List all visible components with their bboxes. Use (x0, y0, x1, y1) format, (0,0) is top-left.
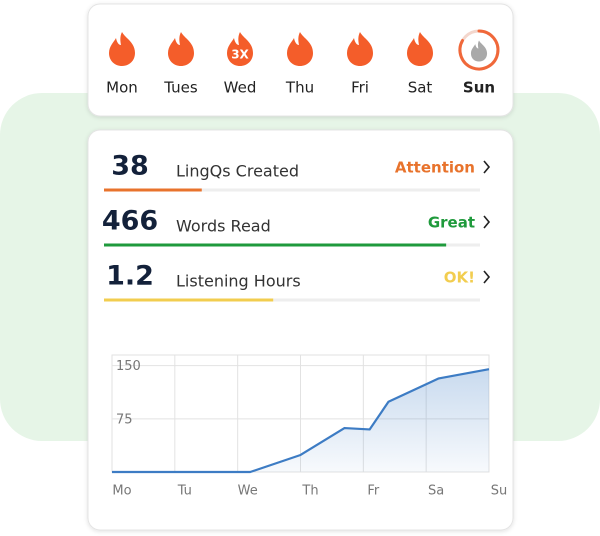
y-tick-label: 150 (116, 359, 141, 374)
x-tick-label: Tu (177, 484, 192, 499)
content: Mon Tues 3X Wed Thu Fri Sat Sun 38 LingQs Created… (102, 29, 508, 499)
x-tick-label: We (238, 484, 258, 499)
day-label: Fri (351, 79, 369, 97)
flame (407, 32, 433, 66)
progress-bar (104, 243, 447, 247)
day-label: Thu (285, 79, 314, 97)
stat-value: 466 (102, 206, 158, 237)
x-tick-label: Th (301, 484, 318, 499)
stat-value: 1.2 (106, 261, 154, 292)
stat-status[interactable]: OK! (444, 269, 475, 287)
flame (347, 32, 373, 66)
chevron (483, 215, 491, 229)
stat-label: Listening Hours (176, 272, 301, 291)
flame-inactive (470, 40, 488, 62)
x-tick-label: Su (491, 484, 508, 499)
streak-badge: 3X (231, 48, 249, 62)
x-tick-label: Fr (367, 484, 380, 499)
progress-track (104, 188, 480, 192)
progress-track (104, 298, 480, 302)
data-line (112, 368, 490, 474)
flame (168, 32, 194, 66)
stat-label: Words Read (176, 217, 271, 236)
stat-status[interactable]: Great (428, 214, 475, 232)
y-tick-label: 75 (116, 412, 133, 427)
chevron (483, 160, 491, 174)
day-label: Sat (408, 79, 433, 97)
day-label: Sun (463, 79, 495, 97)
flame (227, 32, 253, 66)
streak-ring (458, 29, 500, 71)
day-label: Mon (106, 79, 138, 97)
day-label: Tues (163, 79, 198, 97)
flame (109, 32, 135, 66)
stat-status[interactable]: Attention (395, 159, 475, 177)
area-fill (112, 369, 489, 472)
progress-bar (104, 298, 274, 302)
flame (287, 32, 313, 66)
day-label: Wed (224, 79, 257, 97)
x-tick-label: Mo (112, 484, 131, 499)
chevron (483, 270, 491, 284)
x-tick-label: Sa (428, 484, 444, 499)
stat-label: LingQs Created (176, 162, 299, 181)
progress-bar (104, 188, 202, 192)
stat-value: 38 (111, 151, 149, 182)
